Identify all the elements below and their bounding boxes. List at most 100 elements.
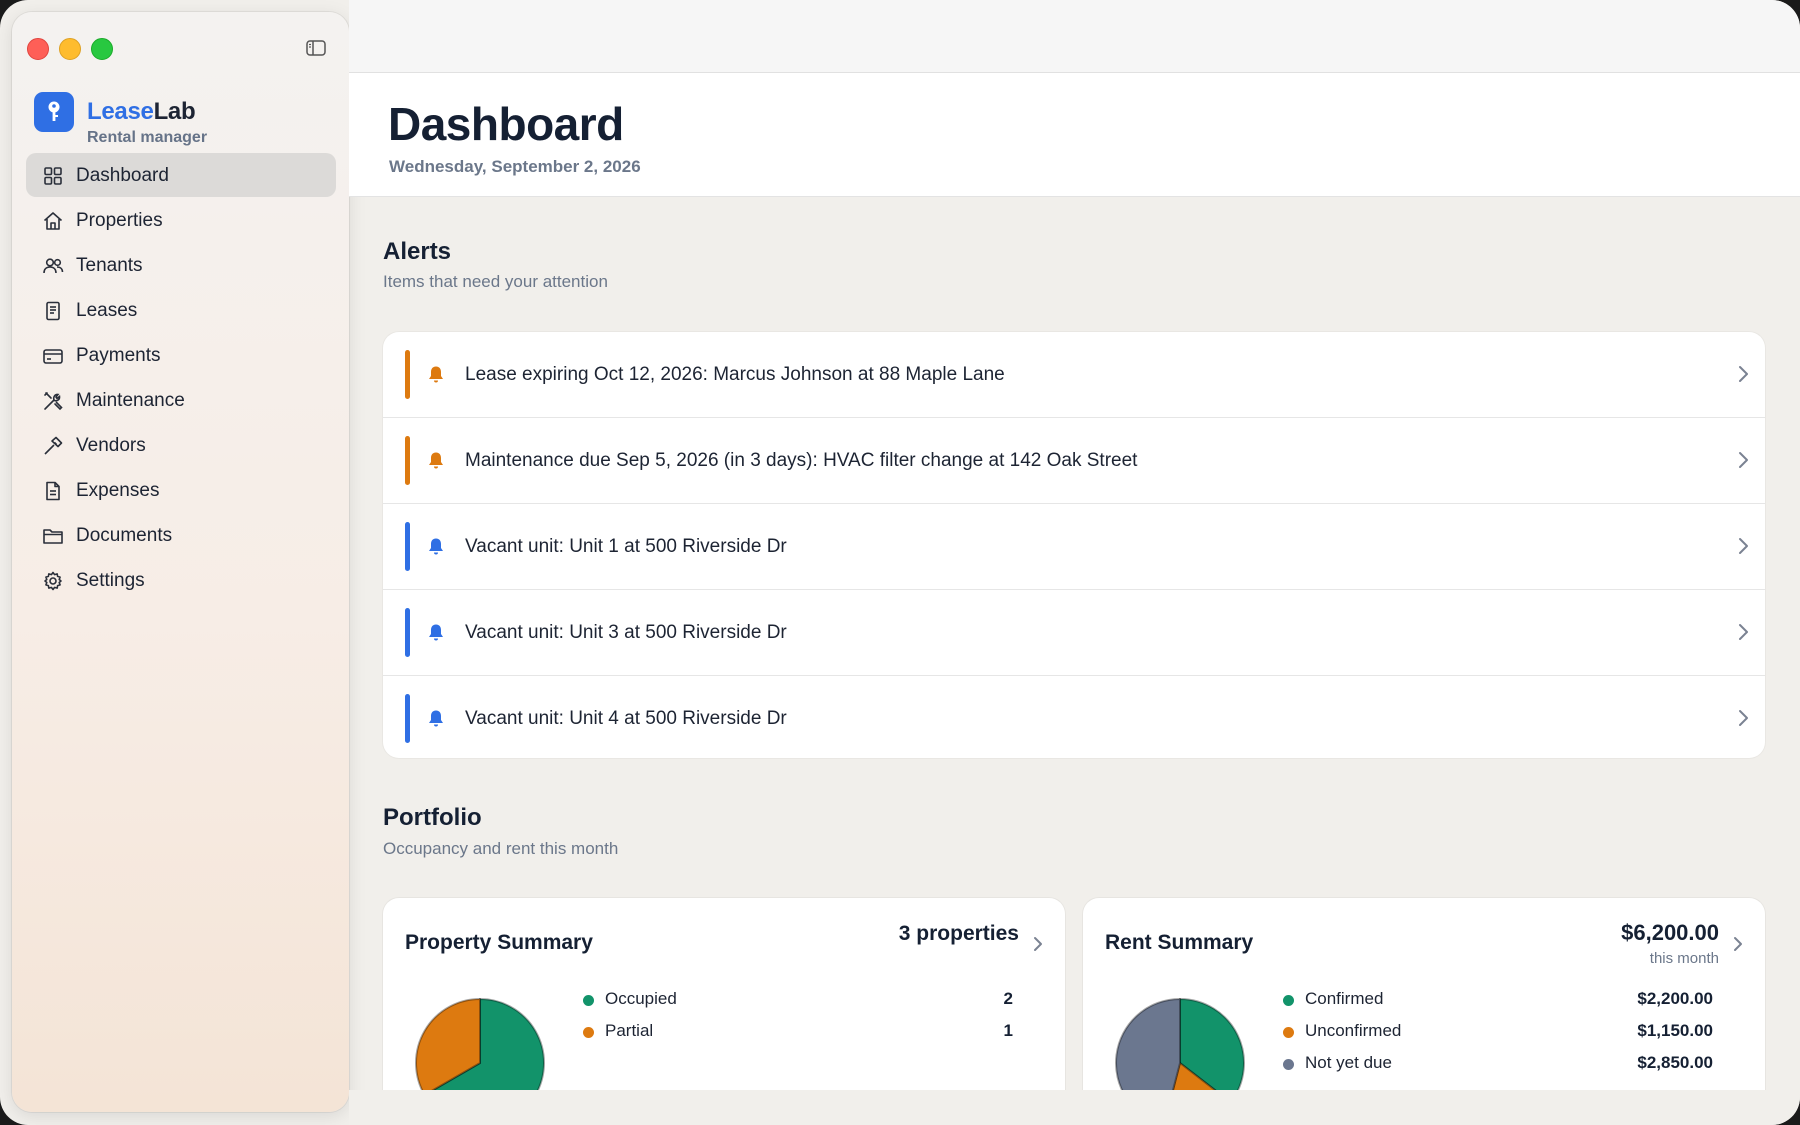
chevron-right-icon xyxy=(1734,937,1742,951)
sidebar-item-leases[interactable]: Leases xyxy=(26,288,336,332)
alert-severity-bar xyxy=(405,350,410,399)
gear-icon xyxy=(44,571,62,591)
bell-icon xyxy=(429,710,443,727)
legend-item: Occupied 2 xyxy=(583,984,1013,1016)
sidebar-item-documents[interactable]: Documents xyxy=(26,513,336,557)
credit-card-icon xyxy=(43,349,63,364)
sidebar-item-label: Documents xyxy=(76,525,173,546)
legend-label: Unconfirmed xyxy=(1305,1021,1402,1040)
legend-item: Confirmed $2,200.00 xyxy=(1283,984,1713,1016)
rent-legend: Confirmed $2,200.00 Unconfirmed $1,150.0… xyxy=(1283,984,1713,1080)
sidebar-item-settings[interactable]: Settings xyxy=(26,558,336,602)
legend-item: Not yet due $2,850.00 xyxy=(1283,1048,1713,1080)
grid-icon xyxy=(44,167,62,185)
app-subtitle: Rental manager xyxy=(87,129,208,146)
alert-severity-bar xyxy=(405,436,410,485)
property-count: 3 properties xyxy=(898,922,1019,945)
folder-icon xyxy=(43,529,63,544)
legend-label: Occupied xyxy=(605,989,677,1008)
property-legend: Occupied 2 Partial 1 xyxy=(583,984,1013,1048)
pie-slice xyxy=(1179,997,1245,1104)
alert-row[interactable]: Maintenance due Sep 5, 2026 (in 3 days):… xyxy=(383,418,1765,504)
page-header: Dashboard Wednesday, September 2, 2026 xyxy=(349,73,1800,197)
zoom-window-button[interactable] xyxy=(91,38,113,60)
alert-text: Lease expiring Oct 12, 2026: Marcus John… xyxy=(465,364,1005,385)
sidebar-item-label: Vendors xyxy=(76,435,146,456)
sidebar-item-tenants[interactable]: Tenants xyxy=(26,243,336,287)
alert-row[interactable]: Vacant unit: Unit 3 at 500 Riverside Dr xyxy=(383,590,1765,676)
sidebar-toggle-icon[interactable] xyxy=(306,40,326,56)
alerts-section-title: Alerts xyxy=(383,238,452,265)
legend-label: Not yet due xyxy=(1305,1053,1392,1072)
alert-text: Vacant unit: Unit 1 at 500 Riverside Dr xyxy=(465,536,787,557)
sidebar-item-vendors[interactable]: Vendors xyxy=(26,423,336,467)
toolbar xyxy=(349,0,1800,73)
people-icon xyxy=(43,258,64,274)
alert-text: Maintenance due Sep 5, 2026 (in 3 days):… xyxy=(465,450,1138,471)
legend-value: 2 xyxy=(1003,989,1013,1008)
bell-icon xyxy=(429,452,443,469)
close-window-button[interactable] xyxy=(27,38,49,60)
sidebar-item-label: Properties xyxy=(76,210,163,231)
hammer-icon xyxy=(44,436,63,455)
sidebar-item-maintenance[interactable]: Maintenance xyxy=(26,378,336,422)
property-summary-title: Property Summary xyxy=(405,931,593,954)
chevron-right-icon xyxy=(1739,538,1748,554)
legend-swatch xyxy=(1283,1059,1294,1070)
alert-row[interactable]: Lease expiring Oct 12, 2026: Marcus John… xyxy=(383,332,1765,418)
sidebar-nav: Dashboard Properties Tenants Leases xyxy=(26,153,336,603)
legend-label: Partial xyxy=(605,1021,654,1040)
alert-severity-bar xyxy=(405,694,410,743)
bell-icon xyxy=(429,366,443,383)
rent-summary-title: Rent Summary xyxy=(1105,931,1254,954)
legend-swatch xyxy=(583,995,594,1006)
sidebar: LeaseLab Rental manager Dashboard Proper… xyxy=(12,12,349,1112)
legend-item: Unconfirmed $1,150.00 xyxy=(1283,1016,1713,1048)
chevron-right-icon xyxy=(1034,937,1042,951)
rent-total: $6,200.00 xyxy=(1621,920,1719,945)
chevron-right-icon xyxy=(1739,624,1748,640)
alerts-card: Lease expiring Oct 12, 2026: Marcus John… xyxy=(383,332,1765,758)
app-logo xyxy=(34,92,74,132)
rent-total-period: this month xyxy=(1649,950,1719,967)
portfolio-section-subtitle: Occupancy and rent this month xyxy=(383,839,619,858)
sidebar-item-payments[interactable]: Payments xyxy=(26,333,336,377)
app-name: LeaseLab xyxy=(87,98,196,125)
page-title: Dashboard xyxy=(388,98,624,150)
minimize-window-button[interactable] xyxy=(59,38,81,60)
portfolio-section-title: Portfolio xyxy=(383,804,482,831)
main-content: Dashboard Wednesday, September 2, 2026 A… xyxy=(349,0,1800,1125)
receipt-icon xyxy=(46,481,60,501)
alerts-section-subtitle: Items that need your attention xyxy=(383,272,608,291)
pie-slice xyxy=(415,997,481,1097)
sidebar-item-label: Tenants xyxy=(76,255,143,276)
document-lines-icon xyxy=(46,301,60,321)
alert-text: Vacant unit: Unit 3 at 500 Riverside Dr xyxy=(465,622,787,643)
page-date: Wednesday, September 2, 2026 xyxy=(389,157,641,176)
bell-icon xyxy=(429,538,443,555)
legend-swatch xyxy=(1283,995,1294,1006)
alert-text: Vacant unit: Unit 4 at 500 Riverside Dr xyxy=(465,708,787,729)
legend-value: $1,150.00 xyxy=(1637,1021,1713,1040)
chevron-right-icon xyxy=(1739,366,1748,382)
alert-row[interactable]: Vacant unit: Unit 1 at 500 Riverside Dr xyxy=(383,504,1765,590)
sidebar-item-label: Maintenance xyxy=(76,390,185,411)
chevron-right-icon xyxy=(1739,710,1748,726)
sidebar-item-properties[interactable]: Properties xyxy=(26,198,336,242)
house-icon xyxy=(43,212,63,230)
sidebar-item-expenses[interactable]: Expenses xyxy=(26,468,336,512)
key-icon xyxy=(48,101,60,121)
legend-swatch xyxy=(1283,1027,1294,1038)
legend-label: Confirmed xyxy=(1305,989,1384,1008)
legend-value: $2,200.00 xyxy=(1637,989,1713,1008)
legend-value: $2,850.00 xyxy=(1637,1053,1713,1072)
bell-icon xyxy=(429,624,443,641)
alert-row[interactable]: Vacant unit: Unit 4 at 500 Riverside Dr xyxy=(383,676,1765,758)
legend-item: Partial 1 xyxy=(583,1016,1013,1048)
legend-swatch xyxy=(583,1027,594,1038)
sidebar-item-label: Expenses xyxy=(76,480,160,501)
sidebar-item-dashboard[interactable]: Dashboard xyxy=(26,153,336,197)
tools-icon xyxy=(44,392,63,411)
chevron-right-icon xyxy=(1739,452,1748,468)
